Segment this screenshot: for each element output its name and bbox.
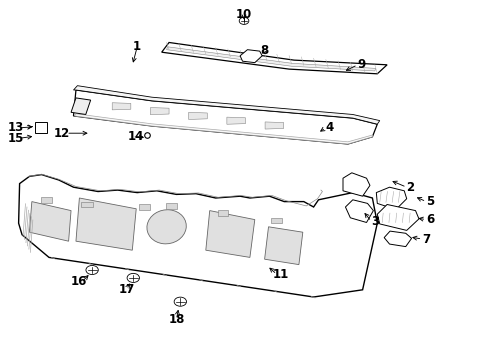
Text: 9: 9 xyxy=(358,58,366,71)
Text: 18: 18 xyxy=(168,313,185,326)
Circle shape xyxy=(239,17,249,24)
Polygon shape xyxy=(76,198,136,250)
Polygon shape xyxy=(343,173,370,196)
Circle shape xyxy=(86,265,98,275)
Text: 11: 11 xyxy=(272,268,289,281)
Polygon shape xyxy=(162,42,387,74)
Text: 4: 4 xyxy=(326,121,334,134)
Polygon shape xyxy=(376,187,407,210)
Polygon shape xyxy=(71,98,91,114)
Text: 7: 7 xyxy=(422,233,430,246)
Text: 1: 1 xyxy=(133,40,141,53)
Bar xyxy=(218,210,228,216)
Text: 10: 10 xyxy=(236,8,252,21)
Polygon shape xyxy=(74,90,377,144)
Text: 17: 17 xyxy=(118,283,135,296)
Text: 16: 16 xyxy=(70,275,87,288)
Bar xyxy=(81,202,93,207)
Bar xyxy=(139,204,150,210)
Polygon shape xyxy=(29,202,71,241)
Circle shape xyxy=(127,273,140,283)
Polygon shape xyxy=(240,50,262,63)
Polygon shape xyxy=(206,211,255,257)
Bar xyxy=(271,217,282,223)
Polygon shape xyxy=(384,231,412,247)
Polygon shape xyxy=(74,86,380,124)
Polygon shape xyxy=(265,122,284,129)
Text: 8: 8 xyxy=(261,44,269,57)
Text: 12: 12 xyxy=(54,127,71,140)
Bar xyxy=(41,197,52,202)
Polygon shape xyxy=(19,175,377,297)
Text: 5: 5 xyxy=(426,195,434,208)
Text: 14: 14 xyxy=(128,130,145,143)
Polygon shape xyxy=(377,204,419,230)
Text: 2: 2 xyxy=(407,181,415,194)
Polygon shape xyxy=(189,112,207,120)
Polygon shape xyxy=(265,227,303,265)
Text: 15: 15 xyxy=(7,132,24,145)
Circle shape xyxy=(174,297,187,306)
Polygon shape xyxy=(345,200,373,222)
Polygon shape xyxy=(112,103,131,110)
Text: 6: 6 xyxy=(426,213,434,226)
Text: 13: 13 xyxy=(7,121,24,134)
Polygon shape xyxy=(227,117,245,124)
Text: 3: 3 xyxy=(371,215,379,228)
Bar xyxy=(166,203,177,209)
Polygon shape xyxy=(167,47,376,71)
Polygon shape xyxy=(35,122,47,133)
Polygon shape xyxy=(150,108,169,115)
Ellipse shape xyxy=(147,210,186,244)
Polygon shape xyxy=(74,114,372,144)
